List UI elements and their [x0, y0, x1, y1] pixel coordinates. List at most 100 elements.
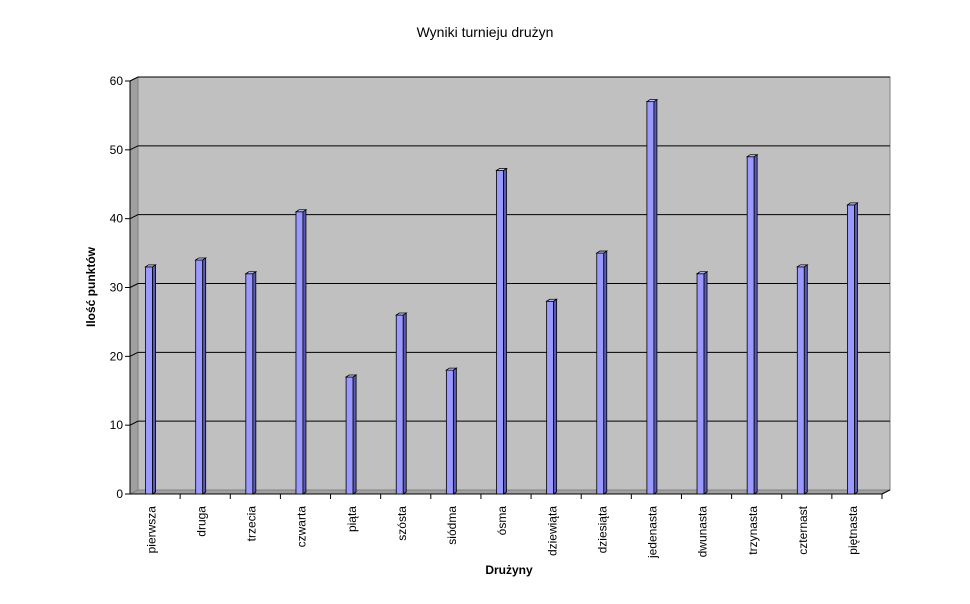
x-tick-label: szósta [395, 506, 409, 541]
bar-front [496, 170, 504, 495]
bar-side [803, 264, 808, 495]
bar-side [753, 153, 758, 495]
bar-front [796, 266, 805, 495]
bar-top [595, 250, 609, 254]
bar-side [854, 202, 858, 495]
x-tick-label: czternast [796, 505, 810, 554]
x-tick-label: czwarta [295, 506, 309, 548]
bar-top [695, 271, 709, 275]
bar [695, 270, 709, 495]
x-tick-label: dwunasta [696, 506, 710, 558]
x-tick-label: druga [194, 506, 208, 537]
bar-front [696, 273, 705, 495]
bar-front [746, 156, 755, 495]
bar-side [452, 367, 457, 495]
bar [545, 298, 558, 495]
bar-side [302, 209, 307, 495]
bar [645, 98, 659, 495]
x-tick-labels: pierwsza druga trzecia czwarta piąta szósta si… [144, 505, 860, 559]
bar-front [295, 211, 304, 495]
gridline [129, 351, 890, 357]
bar-side [352, 374, 357, 495]
axes [125, 80, 891, 499]
bar [244, 270, 258, 495]
bar-top [294, 209, 308, 213]
bar [795, 264, 809, 495]
bar-front [445, 369, 454, 495]
bar-top [645, 99, 659, 103]
bar-front [596, 252, 605, 495]
bar-front [546, 300, 555, 495]
bar-front [646, 101, 655, 495]
bar-front [847, 204, 855, 495]
bar [394, 312, 408, 495]
bar-top [545, 298, 558, 302]
bars [144, 98, 859, 495]
bar-side [503, 167, 507, 495]
x-axis-title: Drużyny [485, 563, 533, 577]
x-tick-label: piąta [345, 506, 359, 532]
x-tick-label: jedenasta [646, 506, 660, 559]
y-tick-label: 40 [110, 212, 124, 226]
bar-front [345, 376, 354, 495]
y-tick-label: 10 [110, 418, 124, 432]
x-tick-label: siódma [445, 506, 459, 545]
bar-top [244, 271, 258, 275]
x-tick-label: dziewiąta [545, 506, 559, 556]
gridline [129, 420, 890, 426]
x-tick-label: trzecia [245, 506, 259, 542]
bar-top [445, 367, 458, 371]
x-tick-label: trzynasta [746, 506, 760, 555]
gridlines [129, 76, 890, 426]
bar-top [495, 168, 508, 171]
bar [194, 257, 208, 495]
y-tick-labels: 0 10 20 30 40 50 60 [110, 74, 124, 501]
y-tick-label: 50 [110, 143, 124, 157]
bar-front [395, 314, 404, 495]
bar [595, 250, 609, 495]
x-tick-label: ósma [495, 506, 509, 536]
bar [745, 153, 759, 495]
bar-side [703, 270, 708, 495]
gridline [129, 145, 890, 151]
y-tick-label: 20 [110, 349, 124, 363]
bar-top [194, 257, 208, 261]
bar-side [252, 270, 257, 495]
y-tick-label: 0 [116, 487, 123, 501]
gridline [129, 214, 890, 220]
bar [294, 209, 308, 495]
bar-top [394, 312, 408, 316]
bar-top [144, 264, 157, 268]
bar-side [152, 264, 156, 495]
bar-top [795, 264, 809, 268]
chart-title: Wyniki turnieju drużyn [417, 24, 554, 40]
bar-top [846, 202, 859, 206]
bar [344, 374, 358, 495]
bar-top [344, 374, 358, 378]
plot-area [129, 76, 891, 495]
bar-front [195, 259, 204, 495]
x-tick-label: pierwsza [144, 506, 158, 554]
bar-front [245, 273, 254, 495]
y-tick-label: 30 [110, 281, 124, 295]
bar-side [603, 250, 608, 495]
bar [846, 202, 859, 495]
bar-side [402, 312, 407, 495]
x-tick-label: piętnasta [846, 506, 860, 555]
x-tick-label: dziesiąta [595, 506, 609, 554]
bar-top [745, 154, 759, 158]
gridline [129, 283, 890, 288]
bar [144, 264, 157, 495]
gridline [129, 76, 890, 82]
floor-edge [881, 489, 891, 495]
bar-front [145, 266, 153, 495]
bar [495, 167, 508, 495]
bar-side [202, 257, 207, 495]
plot-floor [129, 489, 891, 495]
bar-side [553, 298, 558, 495]
y-tick-label: 60 [110, 74, 124, 88]
bar [445, 367, 458, 495]
bar-side [653, 98, 658, 495]
y-axis-title: Ilość punktów [84, 246, 98, 327]
